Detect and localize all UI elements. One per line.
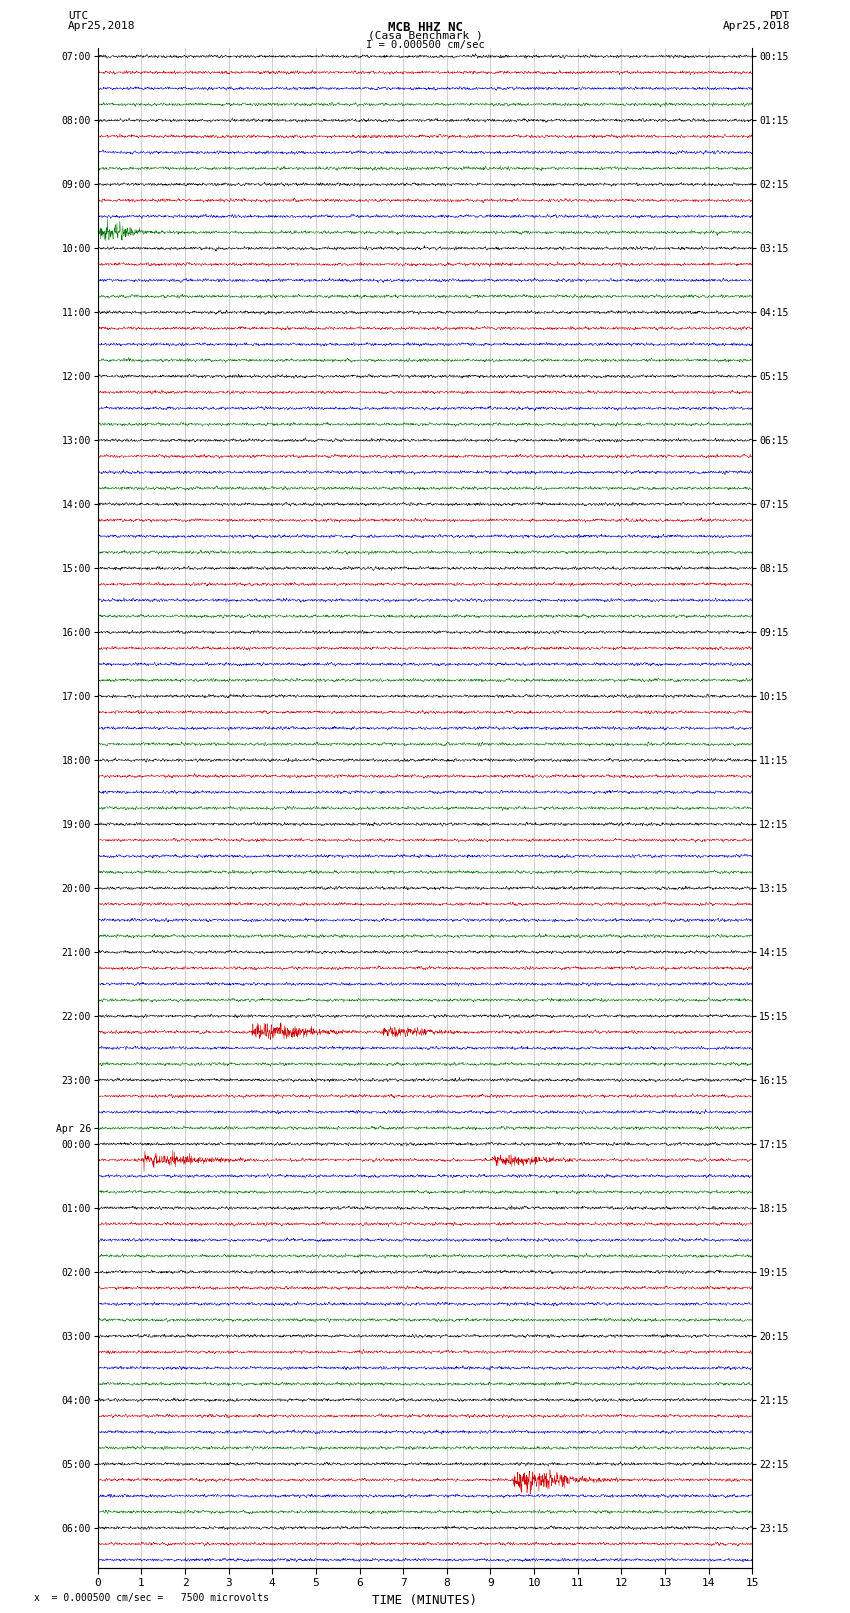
- Text: Apr25,2018: Apr25,2018: [68, 21, 135, 31]
- Text: (Casa Benchmark ): (Casa Benchmark ): [367, 31, 483, 40]
- Text: x  = 0.000500 cm/sec =   7500 microvolts: x = 0.000500 cm/sec = 7500 microvolts: [34, 1594, 269, 1603]
- Text: MCB HHZ NC: MCB HHZ NC: [388, 21, 462, 34]
- Text: UTC: UTC: [68, 11, 88, 21]
- X-axis label: TIME (MINUTES): TIME (MINUTES): [372, 1594, 478, 1607]
- Text: Apr25,2018: Apr25,2018: [723, 21, 791, 31]
- Text: I = 0.000500 cm/sec: I = 0.000500 cm/sec: [366, 40, 484, 50]
- Text: PDT: PDT: [770, 11, 790, 21]
